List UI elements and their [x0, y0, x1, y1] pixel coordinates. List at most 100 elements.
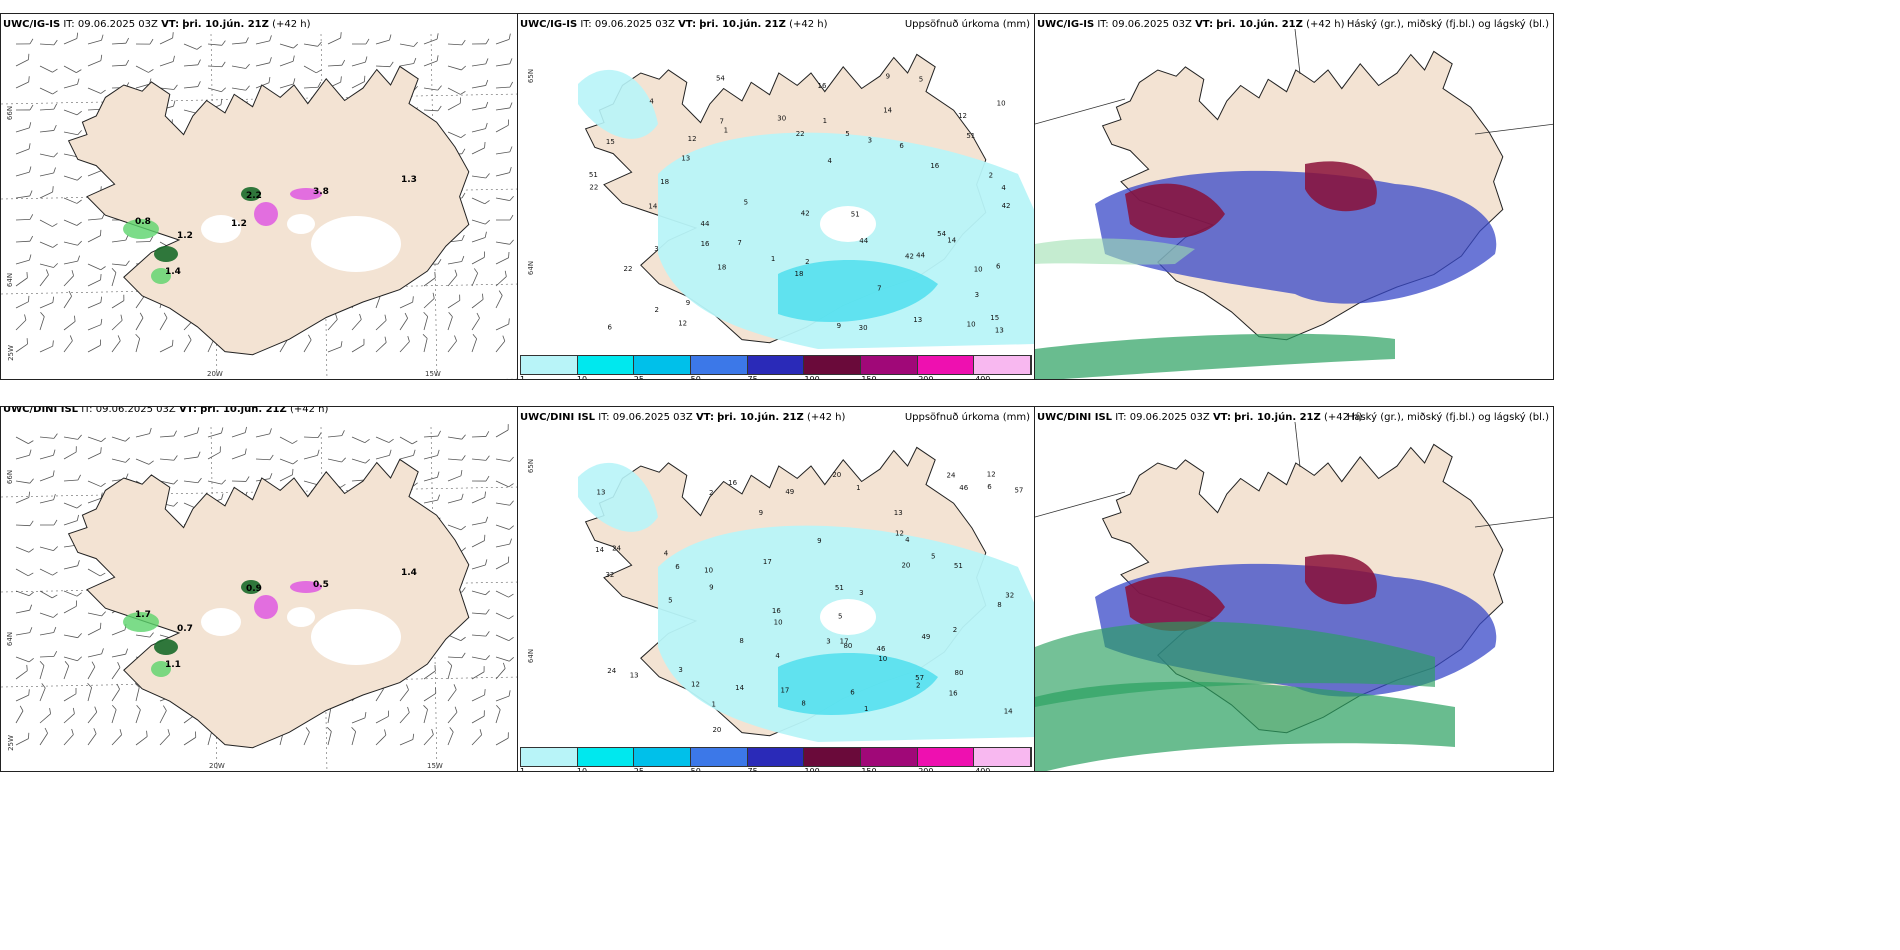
wind-barb — [423, 449, 440, 460]
precip-value-label: 10 — [997, 99, 1006, 107]
wind-barb — [351, 75, 366, 89]
lon-label-25: 25W — [6, 345, 15, 361]
precip-value-label: 3 — [975, 291, 979, 299]
precip-value-label: 14 — [947, 237, 956, 245]
wind-value-label: 2.2 — [246, 191, 262, 201]
precip-value-label: 22 — [796, 130, 805, 138]
wind-barb — [495, 500, 514, 506]
wind-barb — [351, 338, 365, 353]
precip-value-label: 16 — [930, 162, 939, 170]
wind-barb — [447, 727, 454, 746]
precip-value-label: 10 — [967, 320, 976, 328]
wind-barb — [39, 683, 46, 702]
wind-barb — [159, 312, 168, 331]
precip-value-label: 18 — [717, 264, 726, 272]
precip-value-label: 12 — [691, 680, 700, 688]
glacier — [820, 206, 876, 242]
precip-patch — [290, 581, 322, 593]
wind-barb — [495, 270, 507, 287]
wind-barb — [135, 730, 148, 746]
wind-barb — [39, 263, 58, 268]
wind-barb — [399, 41, 418, 47]
precip-patch — [241, 187, 261, 201]
wind-barb — [399, 57, 417, 67]
wind-barb — [15, 314, 27, 331]
precip-value-label: 4 — [1001, 184, 1006, 192]
wind-barb — [39, 219, 58, 227]
precip-value-label: 6 — [608, 323, 613, 331]
panel-variable-title: Háský (gr.), miðský (fj.bl.) og lágský (… — [1346, 19, 1549, 30]
wind-barb — [495, 634, 514, 642]
wind-barb — [375, 336, 387, 353]
precip-value-label: 13 — [894, 509, 903, 517]
precip-patch — [123, 219, 159, 239]
wind-barb — [423, 728, 434, 746]
wind-barb — [495, 732, 509, 746]
wind-barb — [423, 705, 428, 724]
precip-value-label: 1 — [864, 705, 868, 713]
precip-value-label: 80 — [954, 669, 963, 677]
wind-barb — [111, 335, 121, 353]
legend-color-box — [577, 356, 635, 374]
wind-barb — [351, 56, 368, 67]
wind-barb — [183, 427, 200, 438]
precip-value-label: 12 — [895, 529, 904, 537]
wind-barb — [471, 122, 488, 133]
low-cloud-area — [1305, 161, 1377, 212]
legend-color-box — [804, 748, 862, 766]
precip-patch — [154, 246, 178, 262]
precip-value-label: 2 — [709, 489, 713, 497]
precip-value-label: 49 — [785, 488, 794, 496]
glacier — [820, 599, 876, 635]
precip-value-label: 54 — [716, 74, 725, 82]
wind-barb — [63, 78, 80, 89]
wind-value-label: 1.4 — [401, 568, 417, 578]
wind-barb — [447, 469, 463, 482]
precip-patch — [290, 188, 322, 200]
wind-map-panel-dini: 1.4 0.9 0.5 1.7 0.7 1.1 UWC/DINI ISL IT: 09.0… — [0, 406, 518, 772]
wind-barb — [447, 335, 457, 353]
wind-barb — [423, 55, 439, 67]
wind-barb — [495, 480, 514, 488]
wind-barb — [63, 290, 72, 309]
wind-barb — [39, 65, 58, 73]
graticule-line — [1, 676, 517, 688]
wind-value-label: 1.7 — [135, 610, 151, 620]
graticule-line — [503, 378, 517, 379]
wind-barb — [423, 271, 436, 287]
wind-barb — [39, 626, 57, 636]
wind-barb — [87, 318, 103, 331]
wind-barb — [207, 479, 226, 485]
wind-barb — [15, 436, 34, 444]
map-border-line — [1035, 491, 1126, 518]
wind-barb — [111, 294, 125, 309]
precip-value-label: 12 — [958, 112, 967, 120]
precip-value-label: 9 — [837, 322, 841, 330]
map-border-line — [1035, 98, 1126, 125]
wind-barb — [135, 65, 154, 73]
wind-barb — [231, 63, 250, 69]
legend-tick-label: 75 — [747, 767, 758, 772]
wind-barb — [111, 683, 120, 702]
wind-barb — [15, 143, 31, 155]
wind-barb — [111, 314, 123, 331]
wind-barb — [135, 236, 154, 243]
wind-barb — [447, 434, 466, 440]
wind-barb — [111, 457, 130, 463]
wind-barb — [207, 87, 226, 93]
wind-barb — [39, 727, 48, 746]
wind-barb — [15, 235, 34, 243]
precip-value-label: 2 — [654, 306, 658, 314]
precip-value-label: 44 — [916, 252, 925, 260]
precip-value-label: 4 — [905, 536, 910, 544]
wind-value-label: 0.5 — [313, 580, 329, 590]
legend-tick-label: 200 — [918, 767, 934, 772]
legend-tick-label: 100 — [804, 375, 820, 380]
wind-barb — [63, 175, 82, 181]
precip-value-label: 46 — [959, 484, 968, 492]
wind-barb — [423, 292, 435, 309]
precip-value-label: 20 — [901, 561, 910, 569]
wind-barb — [39, 433, 58, 439]
wind-barb — [375, 314, 387, 331]
wind-barb — [471, 534, 486, 548]
